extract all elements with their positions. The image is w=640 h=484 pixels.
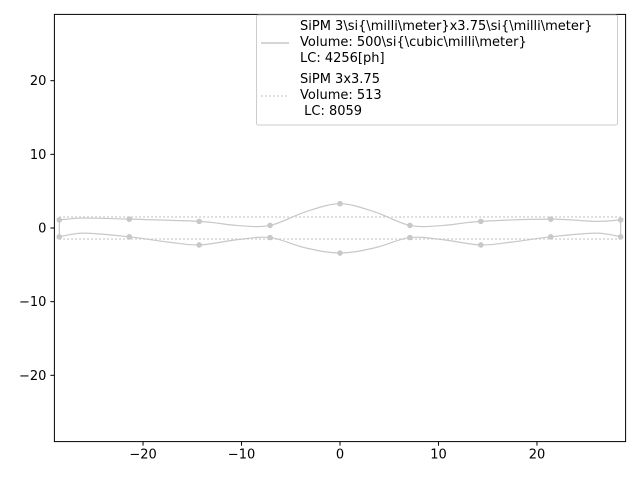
series-1-bottom-point	[56, 234, 63, 240]
legend-label-line: LC: 8059	[300, 104, 362, 119]
series-1-bottom-point	[337, 250, 343, 256]
x-tick-label: 10	[430, 448, 447, 463]
series-1-bottom-point	[126, 234, 133, 240]
series-1-top-point	[547, 216, 554, 222]
series-1-top-point	[56, 217, 63, 223]
y-tick-label: 20	[30, 74, 47, 89]
series-1-top-point	[478, 218, 484, 225]
legend-box	[256, 14, 618, 126]
series-1-bottom-point	[267, 234, 273, 241]
series-1-top-point	[407, 222, 413, 229]
series-1-top-point	[617, 217, 624, 223]
legend-label-line: Volume: 500\si{\cubic\milli\meter}	[300, 35, 527, 50]
x-tick-label: 20	[529, 448, 546, 463]
series-1-bottom-point	[196, 242, 202, 248]
series-1-top-point	[267, 222, 273, 229]
legend-label-2: SiPM 3x3.75 Volume: 513 LC: 8059	[300, 72, 382, 119]
legend-label-1: SiPM 3\si{\milli\meter}x3.75\si{\milli\m…	[300, 19, 593, 66]
series-1-bottom-point	[547, 234, 554, 240]
legend: SiPM 3\si{\milli\meter}x3.75\si{\milli\m…	[256, 14, 618, 126]
legend-label-line: Volume: 513	[300, 88, 382, 103]
series-1-top-point	[126, 216, 133, 222]
y-tick-label: 10	[30, 148, 47, 163]
x-tick-label: −20	[129, 448, 156, 463]
series-1-bottom-point	[478, 242, 484, 248]
y-tick-label: −10	[19, 295, 46, 310]
series-1-top-point	[196, 218, 202, 225]
x-tick-label: 0	[336, 448, 344, 463]
y-tick-label: −20	[19, 369, 46, 384]
x-tick-label: −10	[228, 448, 255, 463]
legend-label-line: SiPM 3x3.75	[300, 72, 380, 87]
axes: −20 −10 0 10 20 −20 −10 0 10 20	[19, 13, 627, 463]
series-1-top-point	[337, 200, 343, 207]
series-1-bottom-point	[617, 234, 624, 240]
plot-area	[56, 200, 624, 256]
legend-label-line: LC: 4256[ph]	[300, 51, 385, 66]
legend-label-line: SiPM 3\si{\milli\meter}x3.75\si{\milli\m…	[300, 19, 593, 34]
y-tick-label: 0	[38, 222, 46, 237]
series-1-bottom-point	[407, 234, 413, 241]
